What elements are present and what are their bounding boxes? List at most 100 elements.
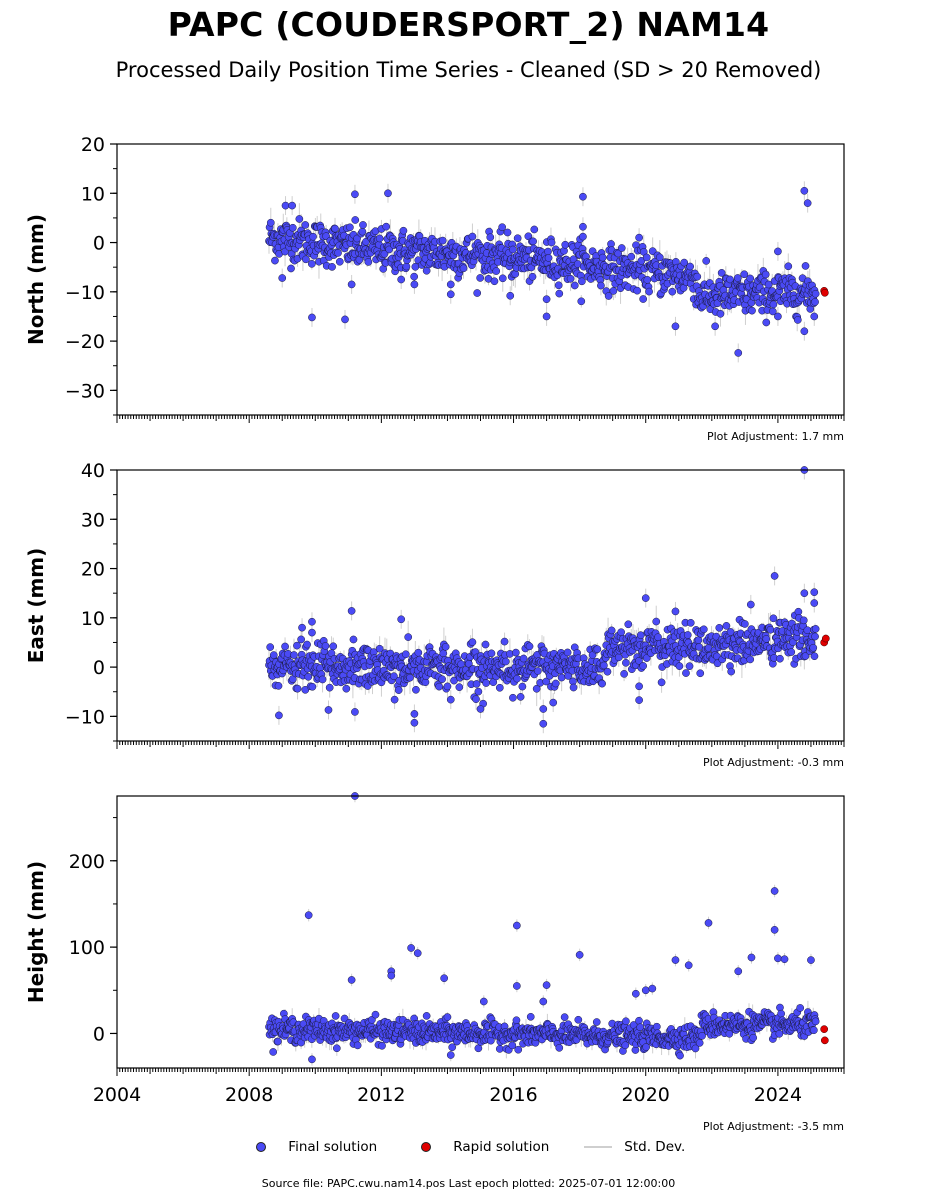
panel-1: 20 10 0 −10 −20 −30 North (mm) Plot Adjustment:… bbox=[24, 134, 845, 443]
final-point bbox=[293, 684, 302, 693]
final-point bbox=[401, 650, 410, 659]
final-point bbox=[810, 599, 819, 607]
final-point bbox=[717, 269, 726, 277]
final-point bbox=[801, 652, 810, 660]
final-point bbox=[579, 222, 587, 231]
final-point bbox=[671, 607, 680, 616]
final-point bbox=[671, 322, 680, 331]
chart-title: PAPC (COUDERSPORT_2) NAM14 bbox=[167, 5, 770, 44]
final-point bbox=[787, 648, 796, 656]
final-point bbox=[635, 233, 643, 242]
final-point bbox=[631, 989, 640, 998]
final-point bbox=[495, 683, 504, 692]
final-point bbox=[715, 623, 724, 632]
final-point bbox=[770, 572, 779, 580]
final-point bbox=[301, 685, 310, 694]
final-point bbox=[278, 274, 287, 282]
final-point bbox=[627, 252, 636, 261]
final-point bbox=[622, 658, 630, 667]
rapid-point bbox=[821, 634, 830, 643]
std-line-icon bbox=[584, 1146, 612, 1148]
y-tick-label: 30 bbox=[81, 509, 105, 531]
final-point bbox=[800, 327, 809, 336]
final-point bbox=[414, 648, 423, 657]
final-point bbox=[561, 240, 570, 249]
final-point bbox=[287, 264, 295, 273]
final-point bbox=[382, 222, 391, 231]
final-point bbox=[321, 642, 330, 650]
final-point bbox=[455, 683, 464, 692]
final-point bbox=[271, 256, 279, 265]
final-point bbox=[641, 986, 650, 995]
final-point bbox=[811, 1017, 820, 1026]
final-point bbox=[652, 1022, 661, 1031]
final-point bbox=[547, 238, 556, 247]
final-point bbox=[301, 221, 310, 229]
final-point bbox=[529, 237, 537, 246]
final-point bbox=[655, 253, 664, 262]
y-tick-label: 0 bbox=[93, 657, 105, 679]
x-tick-label: 2016 bbox=[489, 1084, 537, 1106]
final-point bbox=[495, 1045, 504, 1053]
final-point bbox=[654, 633, 662, 642]
final-point bbox=[695, 1039, 704, 1047]
final-point bbox=[325, 683, 334, 692]
final-point bbox=[351, 190, 359, 199]
final-point bbox=[620, 670, 628, 678]
final-point bbox=[633, 286, 642, 295]
y-tick-label: 0 bbox=[93, 1023, 105, 1045]
final-point bbox=[498, 274, 507, 283]
final-point bbox=[308, 628, 316, 637]
y-tick-label: 0 bbox=[93, 233, 105, 255]
final-point bbox=[435, 682, 443, 691]
final-point bbox=[635, 656, 643, 665]
final-point bbox=[443, 1013, 452, 1021]
final-point bbox=[702, 257, 711, 265]
final-point bbox=[378, 1041, 386, 1050]
final-point bbox=[577, 297, 586, 306]
final-point bbox=[331, 1012, 340, 1020]
y-tick-label: 10 bbox=[81, 183, 105, 205]
final-point bbox=[349, 635, 358, 644]
final-point bbox=[746, 600, 755, 609]
final-point bbox=[513, 234, 522, 243]
final-point bbox=[359, 221, 367, 229]
final-point bbox=[722, 622, 731, 630]
plot-adjustment: Plot Adjustment: -0.3 mm bbox=[703, 756, 844, 769]
rapid-solution-points bbox=[820, 1025, 829, 1045]
final-point bbox=[642, 1043, 650, 1051]
final-point bbox=[746, 274, 755, 283]
final-point bbox=[617, 244, 626, 252]
final-point bbox=[509, 693, 517, 702]
final-point bbox=[775, 1029, 784, 1038]
final-point bbox=[800, 589, 809, 598]
final-point bbox=[404, 633, 413, 641]
final-point bbox=[549, 698, 558, 707]
final-point bbox=[699, 625, 708, 634]
final-point bbox=[716, 309, 725, 318]
final-point bbox=[803, 199, 812, 207]
final-point bbox=[803, 626, 812, 635]
final-point bbox=[512, 648, 520, 657]
final-point bbox=[774, 247, 782, 256]
final-point bbox=[290, 651, 298, 659]
final-point bbox=[385, 245, 394, 254]
rapid-marker-icon bbox=[421, 1142, 431, 1152]
final-point bbox=[422, 266, 431, 275]
x-tick-label: 2020 bbox=[622, 1084, 670, 1106]
final-point bbox=[332, 1044, 341, 1053]
final-point bbox=[560, 1013, 569, 1021]
final-point bbox=[446, 280, 455, 289]
final-point bbox=[309, 232, 317, 241]
final-point bbox=[390, 695, 399, 704]
final-point bbox=[563, 648, 572, 657]
final-point bbox=[639, 295, 647, 303]
y-tick-label: −20 bbox=[65, 331, 105, 353]
final-point bbox=[530, 225, 539, 234]
final-point bbox=[622, 1017, 630, 1026]
final-point bbox=[748, 306, 756, 315]
final-point bbox=[762, 318, 771, 327]
legend-final-label: Final solution bbox=[288, 1139, 378, 1155]
final-point bbox=[410, 272, 418, 281]
final-solution-points bbox=[265, 466, 820, 728]
